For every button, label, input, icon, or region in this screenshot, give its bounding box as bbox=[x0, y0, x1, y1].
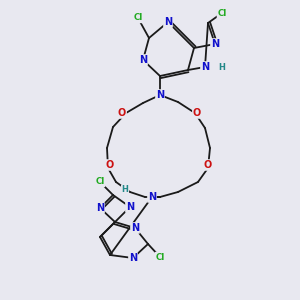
Text: O: O bbox=[118, 108, 126, 118]
Text: O: O bbox=[204, 160, 212, 170]
Text: Cl: Cl bbox=[155, 253, 165, 262]
Text: N: N bbox=[164, 17, 172, 27]
Text: O: O bbox=[106, 160, 114, 170]
Text: H: H bbox=[219, 62, 225, 71]
Text: O: O bbox=[193, 108, 201, 118]
Text: N: N bbox=[148, 192, 156, 202]
Text: H: H bbox=[122, 185, 128, 194]
Text: N: N bbox=[126, 202, 134, 212]
Text: N: N bbox=[96, 203, 104, 213]
Text: Cl: Cl bbox=[134, 14, 142, 22]
Text: N: N bbox=[156, 90, 164, 100]
Text: Cl: Cl bbox=[218, 8, 226, 17]
Text: N: N bbox=[129, 253, 137, 263]
Text: N: N bbox=[139, 55, 147, 65]
Text: Cl: Cl bbox=[95, 178, 105, 187]
Text: N: N bbox=[131, 223, 139, 233]
Text: N: N bbox=[211, 39, 219, 49]
Text: N: N bbox=[201, 62, 209, 72]
